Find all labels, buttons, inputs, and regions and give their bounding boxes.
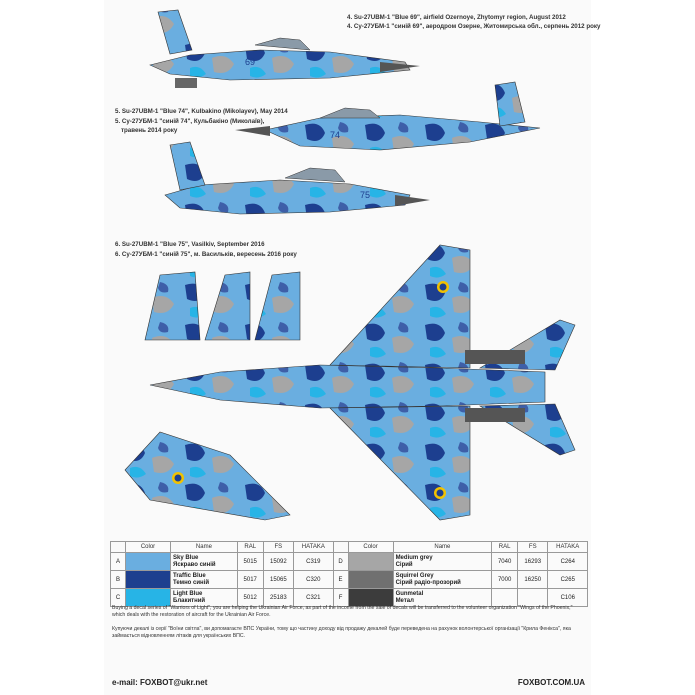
color-swatch [125,570,171,589]
aircraft-6-side-view [164,141,430,215]
email-link[interactable]: e-mail: FOXBOT@ukr.net [112,678,208,687]
color-name: Light Blue Блакитний [170,588,238,607]
aircraft-top-view [149,244,576,521]
color-table: Color Name RAL FS HATAKA Color Name RAL … [110,541,588,607]
color-swatch [347,588,394,607]
color-letter: B [110,570,126,589]
color-table-header: Color Name RAL FS HATAKA Color Name RAL … [110,541,588,553]
color-name-en: Traffic Blue [173,572,206,579]
table-row: B Traffic Blue Темно синій 5017 15065 C320 E Sq… [110,570,588,589]
fs-code [517,588,549,607]
header-fs: FS [262,541,295,553]
ral-code: 7040 [491,552,519,571]
tail-fin-views [144,271,301,341]
website-link[interactable]: FOXBOT.COM.UA [517,678,585,687]
color-swatch [125,588,171,607]
fs-code: 16293 [517,552,549,571]
table-row: A Sky Blue Яскраво синій 5015 15092 C319 D Medi… [110,552,588,571]
caption-5-en: 5. Su-27UBM-1 "Blue 74", Kulbakino (Miko… [115,108,288,115]
fs-code: 15065 [262,570,295,589]
caption-5-ua-2: травень 2014 року [121,127,178,134]
footer-text-en: Buying a decal series of "Warriors of Li… [112,605,573,618]
color-letter: D [332,552,349,571]
ral-code: 5017 [236,570,264,589]
header-ral-2: RAL [491,541,519,553]
color-name-en: Squirrel Grey [395,572,434,579]
aircraft-5-side-view [235,81,541,151]
ral-code: 5012 [236,588,264,607]
caption-6-ua: 6. Су-27УБМ-1 "синій 75", м. Васильків, … [115,251,297,258]
fs-code: 15092 [262,552,295,571]
aircraft-number-69: 69 [245,57,255,67]
aircraft-4-side-view [149,9,420,88]
caption-6-en: 6. Su-27UBM-1 "Blue 75", Vasilkiv, Septe… [115,241,265,248]
ral-code: 7000 [491,570,519,589]
hataka-code: C320 [293,570,334,589]
ral-code: 5015 [236,552,264,571]
color-name-ua: Сірий радіо-прозорий [395,579,461,586]
color-name: Squirrel Grey Сірий радіо-прозорий [392,570,493,589]
header-hataka: HATAKA [293,541,334,553]
header-hataka-2: HATAKA [547,541,588,553]
header-color-2: Color [347,541,394,553]
color-letter: C [110,588,126,607]
aircraft-artwork: 69 74 75 [124,9,576,521]
color-letter: E [332,570,349,589]
wing-underside-view [124,431,291,521]
ral-code [491,588,519,607]
header-name-2: Name [392,541,493,553]
fs-code: 16250 [517,570,549,589]
header-fs-2: FS [517,541,549,553]
hataka-code: C106 [547,588,588,607]
color-name: Medium grey Сірий [392,552,493,571]
color-name-ua: Яскраво синій [173,561,216,568]
caption-5-ua: 5. Су-27УБМ-1 "синій 74", Кульбакіно (Ми… [115,118,265,125]
caption-4-en: 4. Su-27UBM-1 "Blue 69", airfield Ozerno… [347,14,566,21]
color-name-en: Gunmetal [395,590,424,597]
color-name-en: Sky Blue [173,554,199,561]
hataka-code: C265 [547,570,588,589]
hataka-code: C264 [547,552,588,571]
color-swatch [347,552,394,571]
color-name-en: Medium grey [395,554,433,561]
color-letter: A [110,552,126,571]
header-color: Color [125,541,171,553]
aircraft-number-74: 74 [330,130,340,140]
color-swatch [125,552,171,571]
color-swatch [347,570,394,589]
aircraft-number-75: 75 [360,190,370,200]
color-name-en: Light Blue [173,590,203,597]
fs-code: 25183 [262,588,295,607]
color-name-ua: Блакитний [173,597,206,604]
header-ral: RAL [236,541,264,553]
caption-4-ua: 4. Су-27УБМ-1 "синій 69", аеродром Озерн… [347,23,601,30]
hataka-code: C319 [293,552,334,571]
hataka-code: C321 [293,588,334,607]
footer-text-ua: Купуючи декалі із серії "Воїни світла", … [112,626,571,639]
color-name-ua: Темно синій [173,579,210,586]
color-letter: F [332,588,349,607]
color-name: Gunmetal Метал [392,588,493,607]
color-name-ua: Сірий [395,561,413,568]
color-name: Traffic Blue Темно синій [170,570,238,589]
color-name-ua: Метал [395,597,414,604]
color-name: Sky Blue Яскраво синій [170,552,238,571]
header-name: Name [170,541,238,553]
table-row: C Light Blue Блакитний 5012 25183 C321 F Gunmet… [110,588,588,607]
